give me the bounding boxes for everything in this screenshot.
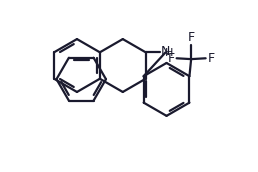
- Text: H: H: [164, 48, 173, 58]
- Text: N: N: [160, 45, 170, 58]
- Text: F: F: [188, 31, 195, 44]
- Text: F: F: [168, 52, 175, 65]
- Text: F: F: [207, 52, 214, 65]
